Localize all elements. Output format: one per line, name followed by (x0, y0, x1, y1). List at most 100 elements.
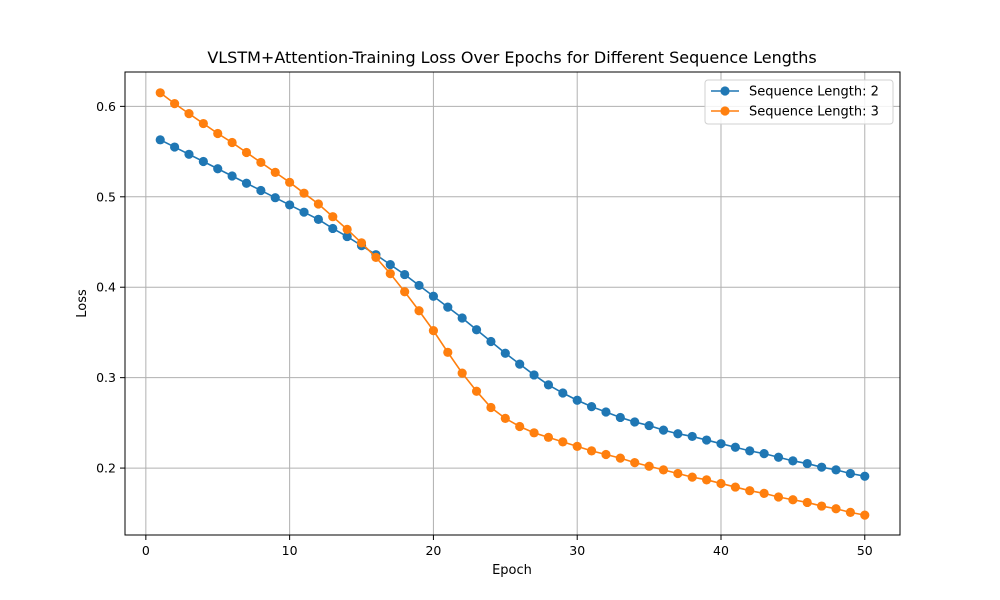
data-point (385, 269, 395, 279)
data-point (270, 193, 280, 203)
data-point (313, 214, 323, 225)
data-point (630, 417, 640, 427)
data-point (572, 441, 582, 451)
data-point (198, 118, 208, 129)
y-tick-label: 0.2 (96, 461, 116, 476)
data-point (356, 238, 367, 248)
y-axis-ticks: 0.2 0.3 0.4 0.5 0.6 (96, 99, 125, 476)
data-point (285, 200, 295, 210)
data-point (773, 492, 784, 502)
data-point (601, 407, 611, 417)
data-point (730, 442, 740, 452)
x-tick-label: 10 (282, 543, 298, 558)
series-2 (155, 88, 870, 520)
data-point (802, 497, 812, 508)
data-point (342, 231, 352, 242)
data-point (644, 461, 654, 471)
data-point (471, 325, 482, 335)
data-point (241, 147, 252, 158)
data-point (400, 287, 410, 297)
data-point (845, 507, 855, 517)
legend-entry: Sequence Length: 3 (711, 105, 879, 120)
data-point (644, 420, 654, 431)
data-point (213, 128, 223, 139)
legend-marker (720, 106, 730, 116)
data-point (615, 453, 625, 463)
data-point (342, 224, 352, 234)
y-tick-label: 0.4 (96, 280, 116, 295)
data-point (256, 157, 266, 168)
data-point (486, 336, 496, 347)
data-point (515, 359, 525, 369)
y-tick-label: 0.6 (96, 99, 116, 114)
data-point (745, 486, 755, 496)
x-axis-label: Epoch (492, 563, 532, 578)
data-point (385, 260, 395, 270)
data-point (860, 510, 870, 520)
data-point (759, 488, 769, 499)
data-point (572, 395, 582, 405)
data-point (328, 223, 338, 234)
data-point (170, 142, 180, 152)
data-point (457, 368, 467, 378)
x-tick-label: 50 (857, 543, 873, 558)
data-point (716, 478, 726, 489)
data-point (457, 313, 467, 323)
data-point (558, 388, 568, 398)
x-axis-ticks: 0 10 20 30 40 50 (142, 535, 873, 558)
data-point (586, 446, 597, 456)
data-point (759, 449, 769, 459)
data-point (831, 465, 841, 475)
legend-entry: Sequence Length: 2 (711, 85, 879, 100)
data-point (428, 326, 439, 336)
data-point (500, 348, 510, 358)
data-point (414, 280, 424, 291)
data-point (500, 413, 510, 423)
data-point (428, 291, 439, 301)
y-tick-label: 0.3 (96, 370, 116, 385)
data-point (400, 269, 410, 280)
data-point (817, 501, 827, 511)
y-tick-label: 0.5 (96, 189, 116, 204)
data-point (270, 167, 280, 177)
data-point (543, 380, 554, 390)
data-point (817, 462, 827, 472)
data-point (730, 482, 740, 492)
data-point (443, 347, 453, 357)
data-point (788, 456, 798, 466)
data-point (658, 425, 669, 435)
data-point (529, 370, 539, 380)
data-point (860, 471, 870, 481)
data-point (170, 99, 180, 109)
x-tick-label: 0 (142, 543, 150, 558)
x-tick-label: 40 (713, 543, 729, 558)
data-point (773, 452, 784, 462)
data-point (845, 468, 855, 479)
data-point (414, 306, 424, 316)
legend: Sequence Length: 2 Sequence Length: 3 (704, 79, 894, 125)
legend-label: Sequence Length: 2 (749, 85, 879, 100)
x-tick-label: 20 (425, 543, 441, 558)
data-point (687, 472, 697, 482)
data-point (198, 156, 208, 167)
data-point (443, 302, 453, 312)
legend-box (704, 79, 894, 125)
data-point (529, 428, 539, 438)
data-point (213, 164, 223, 174)
data-point (515, 421, 525, 432)
data-point (543, 432, 554, 442)
data-point (227, 171, 237, 181)
data-point (155, 88, 165, 98)
data-point (702, 435, 712, 445)
data-point (586, 401, 597, 412)
data-point (227, 137, 237, 148)
data-point (615, 412, 625, 423)
legend-label: Sequence Length: 3 (749, 105, 879, 120)
data-point (673, 429, 683, 439)
plot-frame (124, 71, 901, 536)
data-point (788, 495, 798, 505)
data-point (486, 402, 496, 413)
data-point (831, 504, 841, 514)
data-point (716, 439, 726, 449)
data-point (630, 458, 640, 468)
